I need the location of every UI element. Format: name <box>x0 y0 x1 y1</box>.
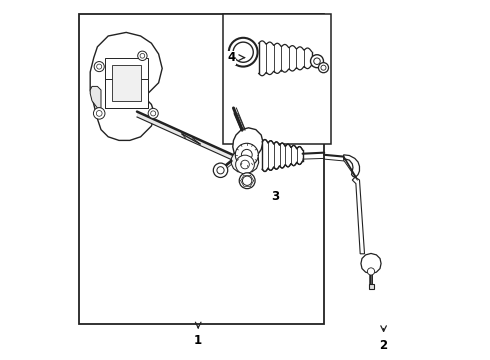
Circle shape <box>229 38 258 67</box>
Polygon shape <box>90 86 101 108</box>
Bar <box>369 284 374 289</box>
Circle shape <box>314 58 320 64</box>
Bar <box>223 14 331 144</box>
Circle shape <box>138 51 147 60</box>
Polygon shape <box>137 112 248 167</box>
Bar <box>112 65 141 101</box>
Circle shape <box>242 149 252 160</box>
Polygon shape <box>90 32 162 140</box>
Circle shape <box>94 62 104 72</box>
Polygon shape <box>262 140 303 171</box>
Text: 4: 4 <box>227 51 236 64</box>
Circle shape <box>318 63 328 73</box>
Circle shape <box>233 42 253 62</box>
Polygon shape <box>259 41 312 76</box>
Circle shape <box>368 268 374 275</box>
Circle shape <box>213 163 228 177</box>
Polygon shape <box>361 253 381 274</box>
Circle shape <box>97 64 102 69</box>
Circle shape <box>321 65 326 70</box>
Polygon shape <box>343 155 360 177</box>
Bar <box>79 14 324 324</box>
Circle shape <box>97 111 102 116</box>
Text: 2: 2 <box>380 339 388 352</box>
Circle shape <box>140 54 145 58</box>
Polygon shape <box>231 153 259 173</box>
Circle shape <box>236 155 254 174</box>
Circle shape <box>243 176 252 185</box>
Circle shape <box>217 167 224 174</box>
Circle shape <box>148 108 158 118</box>
Circle shape <box>239 173 255 189</box>
Polygon shape <box>233 128 263 159</box>
Text: 1: 1 <box>194 334 202 347</box>
Polygon shape <box>352 177 365 254</box>
Text: 3: 3 <box>271 190 280 203</box>
Circle shape <box>94 108 105 119</box>
Circle shape <box>241 160 249 169</box>
Circle shape <box>235 143 258 166</box>
Circle shape <box>311 55 323 68</box>
Circle shape <box>151 111 156 116</box>
Bar <box>104 79 148 108</box>
Bar <box>104 58 148 108</box>
